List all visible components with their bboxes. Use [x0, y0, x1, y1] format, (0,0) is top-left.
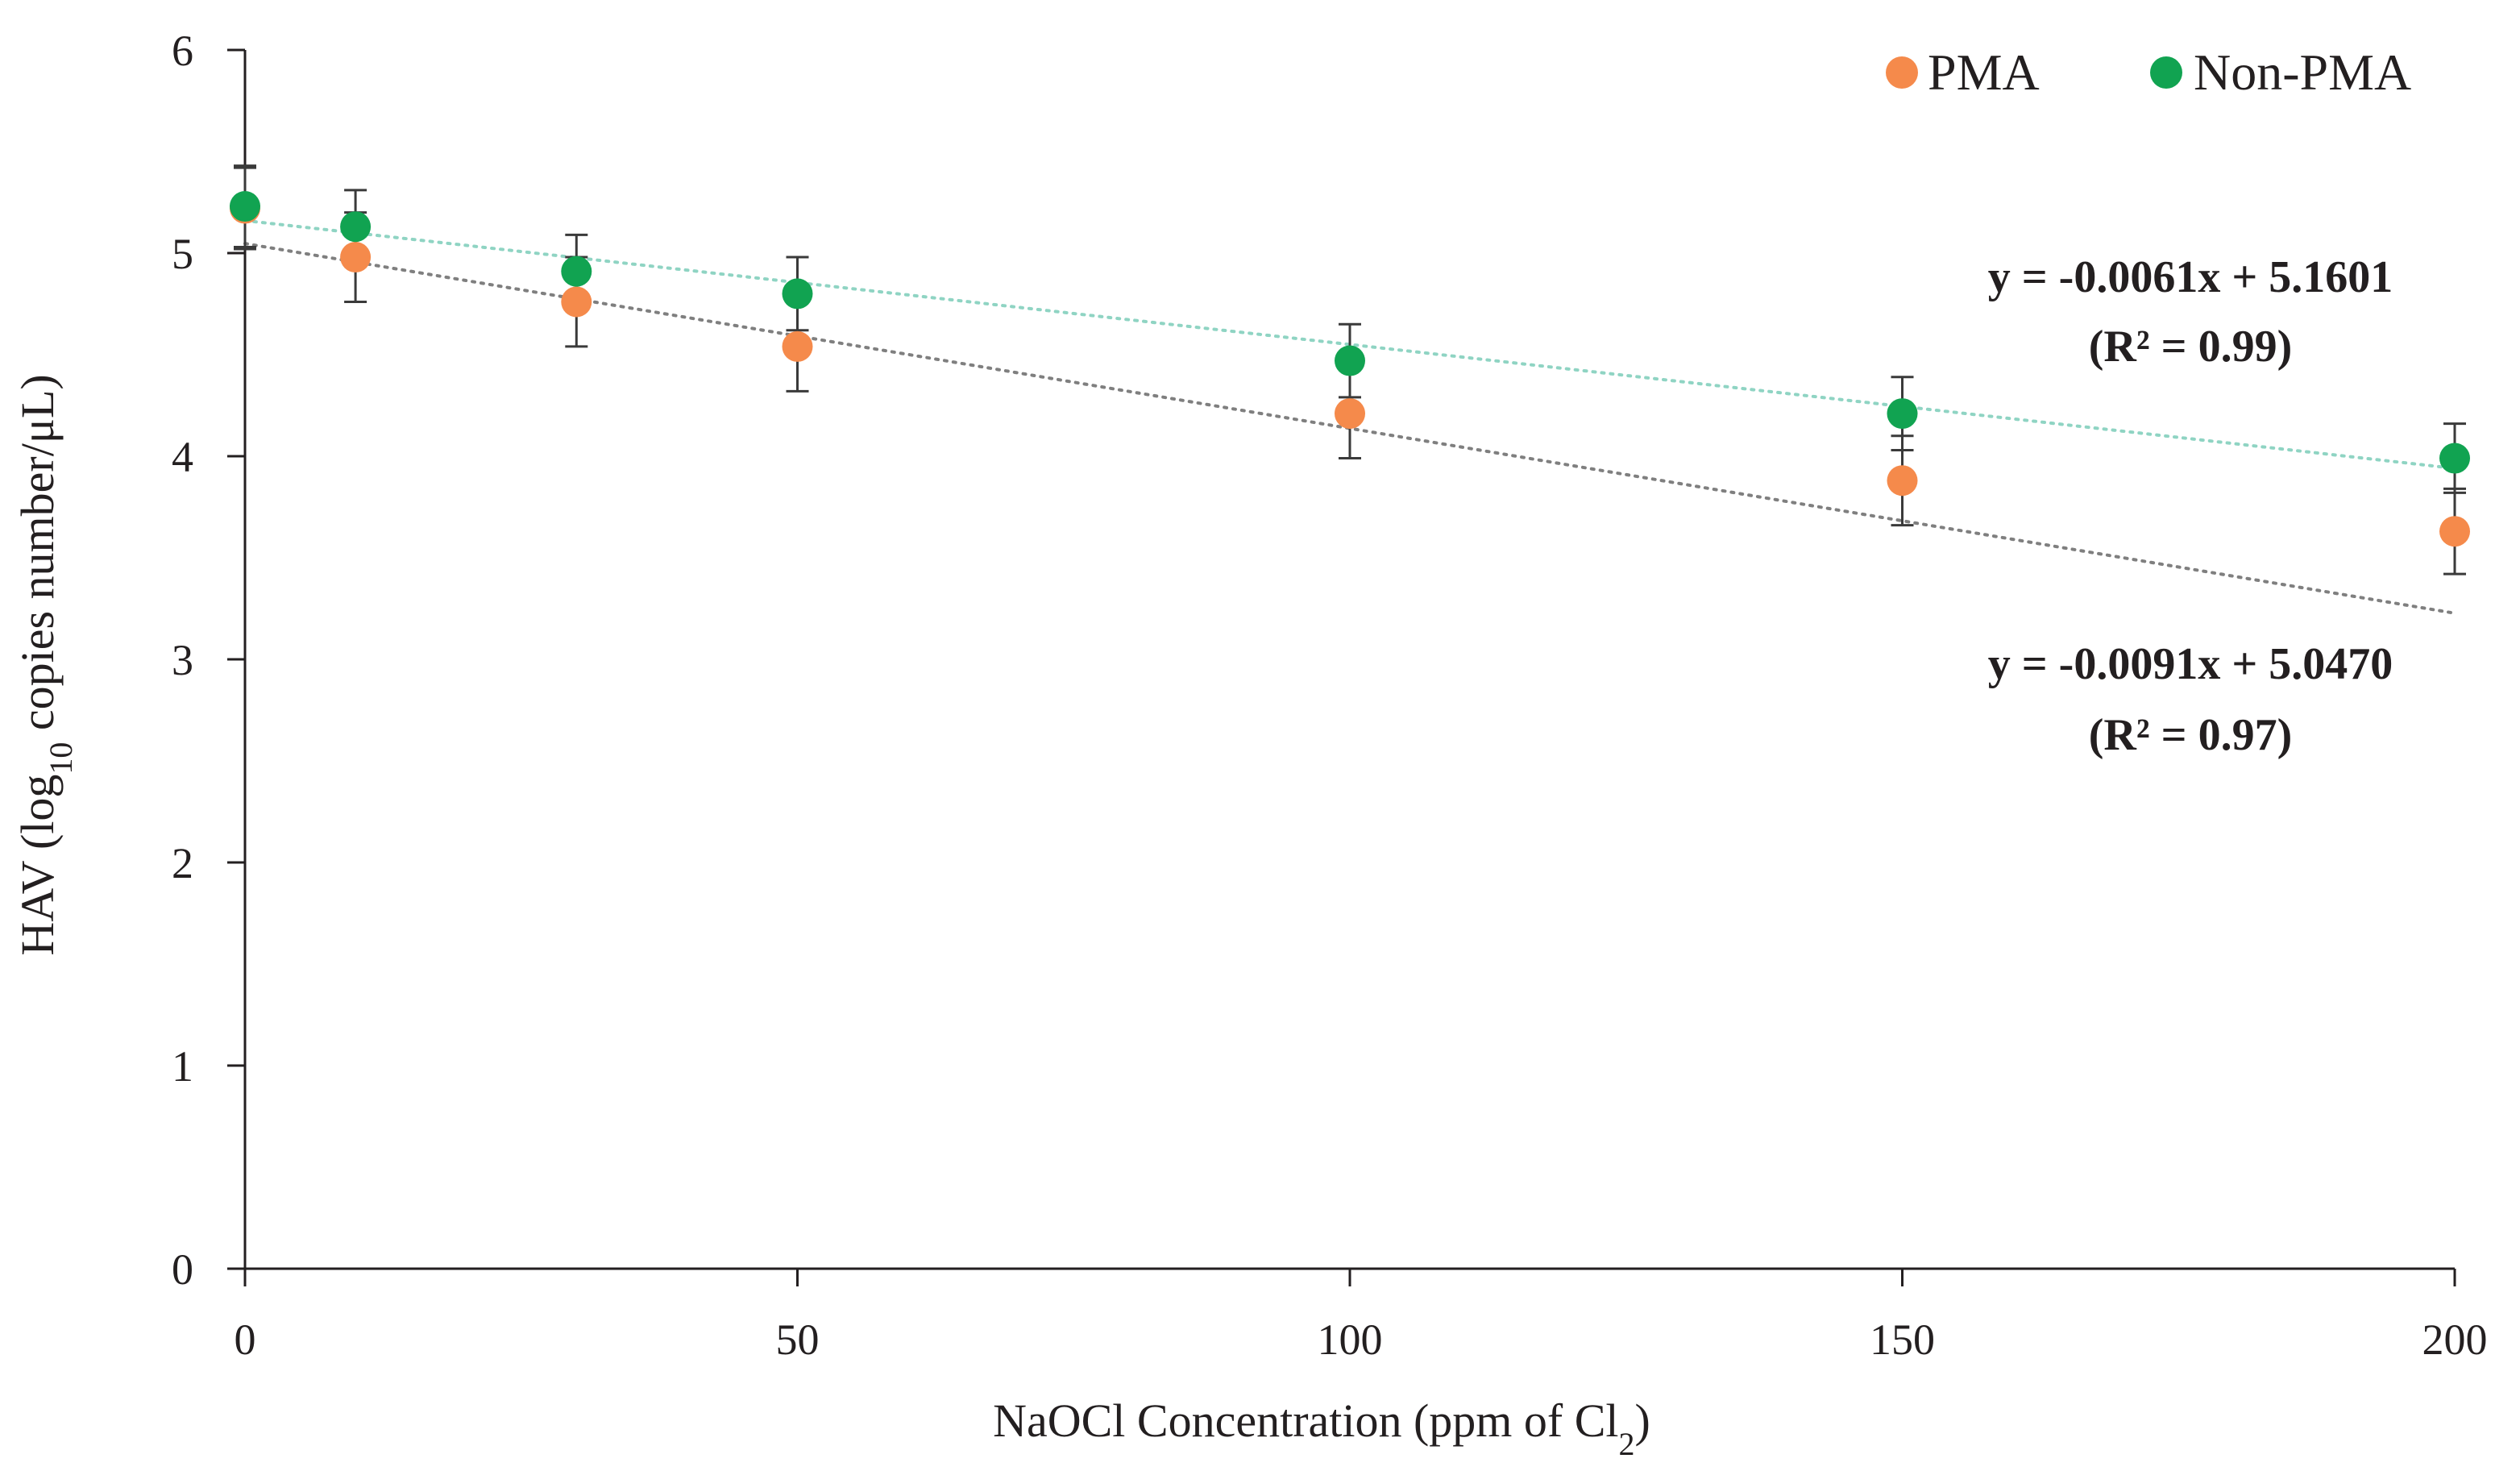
data-points — [230, 191, 2470, 547]
x-tick-label: 0 — [235, 1315, 256, 1364]
y-tick-label: 0 — [172, 1245, 193, 1294]
x-tick-label: 200 — [2422, 1315, 2488, 1364]
equation-non-pma: y = -0.0061x + 5.1601 — [1988, 252, 2393, 302]
trend-annotations: y = -0.0061x + 5.1601 (R² = 0.99) y = -0… — [1988, 252, 2393, 760]
point-pma — [1887, 465, 1918, 497]
x-axis-title-end: ) — [1635, 1394, 1650, 1447]
equation-pma: y = -0.0091x + 5.0470 — [1988, 639, 2393, 689]
legend-marker-non-pma — [2150, 56, 2182, 89]
x-tick-label: 50 — [776, 1315, 820, 1364]
y-axis-title-rest: copies number/μL) — [11, 374, 64, 742]
y-tick-label: 1 — [172, 1042, 193, 1091]
y-axis-title: HAV (log10 copies number/μL) — [11, 374, 79, 955]
x-axis: 0 50 100 150 200 — [235, 1267, 2488, 1364]
x-axis-title-main: NaOCl Concentration (ppm of Cl — [993, 1394, 1618, 1447]
point-pma — [2439, 516, 2470, 547]
point-pma — [1335, 398, 1365, 430]
y-axis-title-main: HAV (log — [11, 775, 64, 956]
y-axis: 0 1 2 3 4 5 6 — [172, 27, 247, 1294]
point-non-pma — [2439, 443, 2470, 474]
y-tick-label: 2 — [172, 839, 193, 887]
point-pma — [561, 286, 592, 318]
legend: PMA Non-PMA — [1886, 44, 2411, 101]
legend-label-non-pma: Non-PMA — [2194, 44, 2411, 101]
point-non-pma — [561, 256, 592, 287]
point-non-pma — [1887, 398, 1918, 430]
legend-marker-pma — [1886, 56, 1918, 89]
point-non-pma — [340, 211, 372, 243]
point-pma — [340, 242, 372, 273]
point-non-pma — [1335, 345, 1365, 376]
point-pma — [782, 330, 813, 362]
x-tick-label: 150 — [1870, 1315, 1935, 1364]
y-tick-label: 6 — [172, 27, 193, 75]
point-non-pma — [230, 191, 260, 222]
r-squared-non-pma: (R² = 0.99) — [2089, 322, 2292, 372]
point-non-pma — [782, 278, 813, 310]
y-tick-label: 5 — [172, 230, 193, 278]
x-axis-title-subscript: 2 — [1619, 1426, 1635, 1462]
r-squared-pma: (R² = 0.97) — [2089, 710, 2292, 760]
y-axis-title-subscript: 10 — [43, 742, 79, 775]
x-tick-label: 100 — [1318, 1315, 1383, 1364]
x-axis-title: NaOCl Concentration (ppm of Cl2) — [993, 1394, 1650, 1462]
y-tick-label: 4 — [172, 433, 193, 481]
y-tick-label: 3 — [172, 636, 193, 684]
legend-label-pma: PMA — [1928, 44, 2040, 101]
